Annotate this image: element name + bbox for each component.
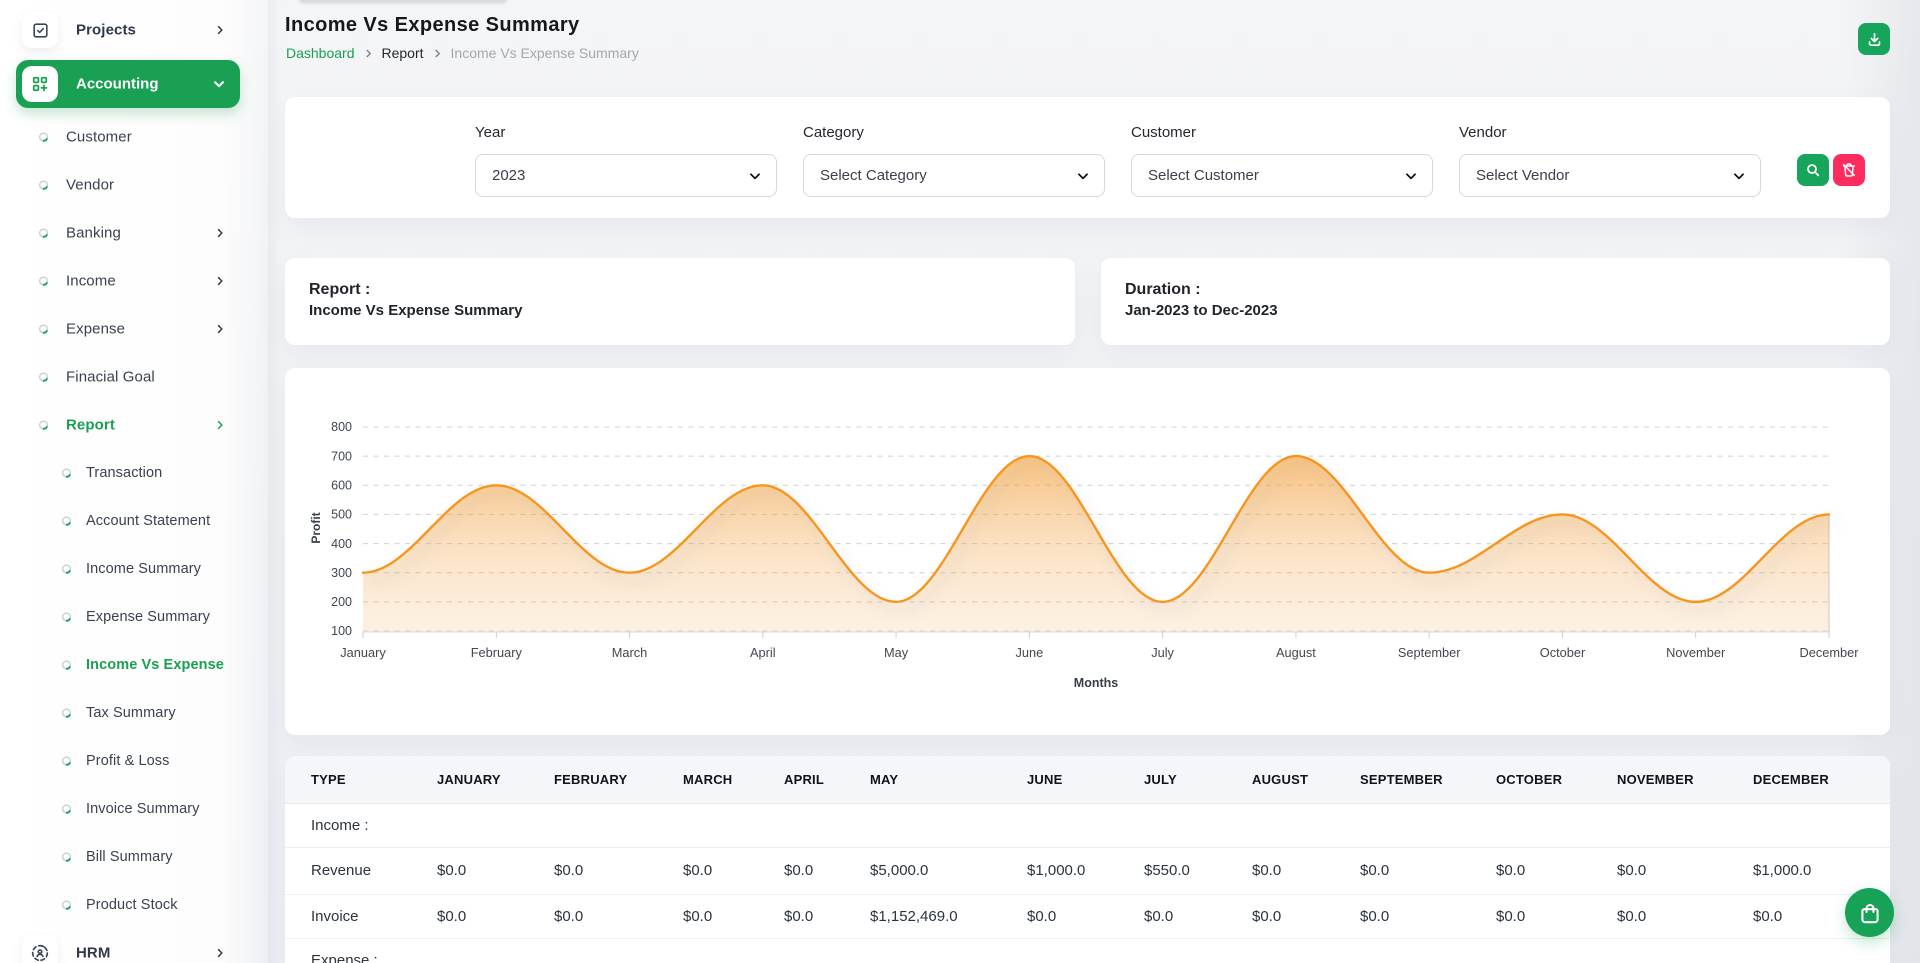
svg-text:August: August <box>1276 645 1316 660</box>
svg-text:May: May <box>884 645 909 660</box>
svg-text:500: 500 <box>331 508 352 522</box>
svg-text:January: January <box>340 645 386 660</box>
svg-text:100: 100 <box>331 624 352 638</box>
svg-text:Profit: Profit <box>309 512 323 543</box>
svg-text:September: September <box>1398 645 1461 660</box>
svg-text:600: 600 <box>331 479 352 493</box>
svg-text:300: 300 <box>331 566 352 580</box>
svg-text:December: December <box>1799 645 1859 660</box>
svg-text:Months: Months <box>1074 676 1118 690</box>
svg-text:February: February <box>471 645 523 660</box>
svg-text:October: October <box>1540 645 1586 660</box>
svg-text:July: July <box>1151 645 1174 660</box>
svg-text:800: 800 <box>331 420 352 434</box>
svg-text:November: November <box>1666 645 1726 660</box>
svg-text:June: June <box>1016 645 1044 660</box>
svg-text:700: 700 <box>331 449 352 463</box>
svg-text:April: April <box>750 645 776 660</box>
svg-text:March: March <box>612 645 648 660</box>
svg-text:200: 200 <box>331 595 352 609</box>
svg-text:400: 400 <box>331 537 352 551</box>
